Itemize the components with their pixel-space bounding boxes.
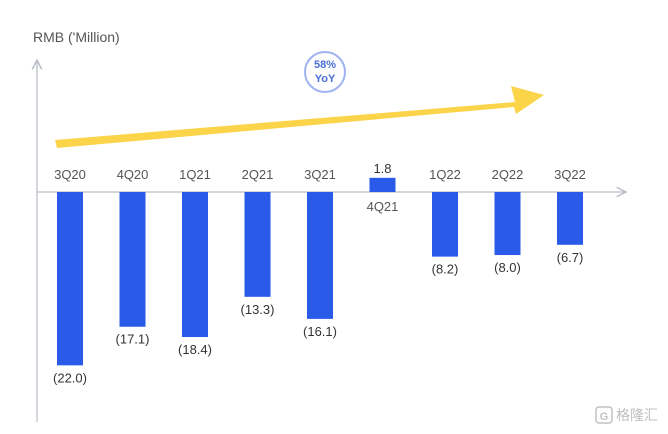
bar-3q21 — [307, 192, 333, 319]
category-label-3q21: 3Q21 — [304, 167, 336, 182]
bar-4q21 — [369, 177, 396, 192]
category-label-1q21: 1Q21 — [179, 167, 211, 182]
category-label-4q21: 4Q21 — [367, 199, 399, 214]
yoy-badge-circle — [304, 51, 346, 93]
bar-2q21 — [244, 192, 271, 297]
value-label-1q22: (8.2) — [432, 262, 459, 277]
value-label-4q20: (17.1) — [116, 332, 150, 347]
value-labels: (22.0) (17.1) (18.4) (13.3) (16.1) 1.8 (8.2) (8… — [53, 161, 583, 386]
bar-1q22 — [432, 192, 458, 257]
value-label-3q22: (6.7) — [557, 250, 584, 265]
category-label-3q22: 3Q22 — [554, 167, 586, 182]
bar-4q20 — [119, 192, 146, 327]
bar-1q21 — [182, 192, 208, 337]
bar-3q22 — [557, 192, 583, 245]
value-label-2q22: (8.0) — [494, 260, 521, 275]
value-label-3q20: (22.0) — [53, 370, 87, 385]
value-label-2q21: (13.3) — [241, 302, 275, 317]
value-label-3q21: (16.1) — [303, 324, 337, 339]
category-label-2q22: 2Q22 — [492, 167, 524, 182]
g-logo-letter: G — [600, 411, 609, 423]
watermark: G 格隆汇 — [595, 406, 658, 424]
bars-group — [57, 177, 583, 366]
yoy-badge-percent: 58% — [314, 59, 336, 71]
category-labels: 3Q20 4Q20 1Q21 2Q21 3Q21 4Q21 1Q22 2Q22 3Q22 — [54, 167, 586, 214]
category-label-2q21: 2Q21 — [242, 167, 274, 182]
value-label-1q21: (18.4) — [178, 342, 212, 357]
bar-3q20 — [57, 192, 83, 366]
yoy-badge-label: YoY — [315, 73, 336, 85]
value-label-4q21: 1.8 — [373, 161, 391, 176]
category-label-4q20: 4Q20 — [117, 167, 149, 182]
y-axis-label: RMB ('Million) — [33, 29, 120, 45]
growth-arrow — [55, 86, 544, 148]
category-label-3q20: 3Q20 — [54, 167, 86, 182]
watermark-text: 格隆汇 — [616, 407, 658, 423]
yoy-badge: 58% YoY — [304, 51, 346, 93]
category-label-1q22: 1Q22 — [429, 167, 461, 182]
bar-2q22 — [494, 192, 521, 256]
g-logo-icon — [595, 406, 613, 424]
